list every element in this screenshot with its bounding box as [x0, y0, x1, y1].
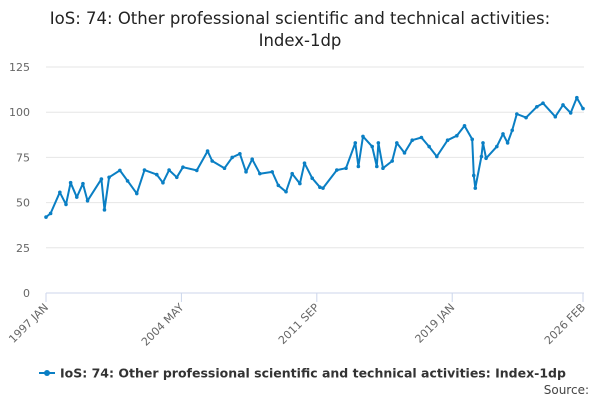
y-axis: 0 25 50 75 100 125	[9, 61, 30, 300]
chart-title-line1: IoS: 74: Other professional scientific a…	[50, 9, 550, 28]
data-point	[481, 141, 485, 145]
legend-item[interactable]: IoS: 74: Other professional scientific a…	[39, 366, 566, 381]
data-point	[118, 168, 122, 173]
data-point	[370, 144, 375, 149]
data-point	[290, 171, 294, 176]
data-point	[321, 186, 325, 190]
data-point	[381, 166, 385, 171]
data-point	[48, 211, 53, 216]
data-point	[310, 176, 314, 180]
data-point	[445, 138, 450, 143]
data-point	[419, 135, 424, 140]
data-point	[64, 202, 68, 207]
data-point	[222, 166, 227, 171]
x-axis: 1997 JAN 2004 MAY 2011 SEP 2019 JAN 2026 FEB	[6, 293, 588, 349]
x-tick-label: 2011 SEP	[276, 301, 322, 347]
x-tick-label: 2004 MAY	[139, 301, 187, 349]
data-point	[575, 95, 579, 100]
data-point	[258, 171, 262, 176]
data-point	[318, 185, 322, 190]
x-tick-label: 2026 FEB	[542, 301, 588, 347]
data-point	[484, 156, 488, 161]
data-point	[142, 168, 147, 172]
data-point	[455, 133, 459, 138]
data-point	[161, 180, 165, 185]
data-point	[471, 173, 476, 178]
data-point	[561, 103, 565, 107]
data-point	[435, 154, 439, 159]
data-point	[250, 157, 254, 162]
data-point	[410, 138, 415, 143]
y-tick-label: 0	[23, 287, 30, 300]
data-point	[356, 164, 361, 169]
data-point	[427, 144, 431, 149]
data-point	[74, 195, 79, 199]
data-point	[462, 123, 467, 128]
source-label: Source:	[544, 383, 589, 397]
data-point	[107, 175, 111, 180]
data-point	[568, 111, 573, 115]
data-point	[470, 137, 475, 142]
gridlines	[46, 66, 584, 249]
data-point	[479, 154, 484, 159]
data-point	[238, 151, 242, 156]
data-point	[99, 177, 104, 181]
data-point	[501, 132, 505, 136]
data-point	[515, 112, 519, 116]
data-point	[524, 115, 528, 120]
data-point	[210, 159, 214, 163]
data-point	[181, 165, 185, 169]
data-point	[535, 104, 539, 109]
data-point	[581, 106, 585, 111]
data-point	[230, 155, 234, 160]
data-point	[344, 166, 348, 171]
data-point	[402, 151, 407, 155]
x-tick-label: 2019 JAN	[413, 301, 458, 346]
data-point	[505, 141, 510, 145]
data-point	[395, 141, 399, 145]
data-point	[270, 170, 274, 174]
y-tick-label: 25	[16, 242, 30, 255]
data-point	[81, 181, 85, 186]
data-point	[375, 164, 379, 169]
data-point	[174, 175, 179, 180]
series-line	[44, 95, 585, 219]
series-path	[45, 96, 584, 218]
legend-label: IoS: 74: Other professional scientific a…	[60, 366, 566, 381]
data-point	[205, 149, 210, 153]
data-point	[125, 179, 130, 183]
data-point	[276, 183, 281, 188]
data-point	[335, 168, 339, 172]
y-tick-label: 75	[16, 151, 30, 164]
data-point	[553, 114, 558, 119]
data-point	[244, 170, 248, 174]
data-point	[44, 215, 48, 219]
data-point	[302, 161, 307, 165]
y-tick-label: 100	[9, 106, 30, 119]
data-point	[361, 134, 365, 139]
chart-title-line2: Index-1dp	[259, 31, 342, 50]
data-point	[134, 191, 139, 196]
y-tick-label: 50	[16, 197, 30, 210]
data-point	[495, 144, 499, 149]
data-point	[376, 141, 381, 145]
data-point	[353, 141, 358, 145]
legend-marker-icon	[44, 370, 50, 376]
data-point	[510, 128, 515, 133]
data-point	[85, 198, 90, 203]
x-tick-label: 1997 JAN	[6, 301, 51, 346]
data-point	[390, 159, 395, 163]
data-point	[541, 101, 545, 105]
data-point	[68, 180, 73, 185]
data-point	[167, 168, 171, 172]
data-point	[284, 189, 288, 194]
data-point	[473, 186, 478, 190]
data-point	[102, 208, 107, 212]
data-point	[58, 190, 62, 195]
data-point	[298, 181, 302, 186]
data-point	[194, 168, 199, 173]
data-point	[154, 172, 159, 177]
y-tick-label: 125	[9, 61, 30, 74]
